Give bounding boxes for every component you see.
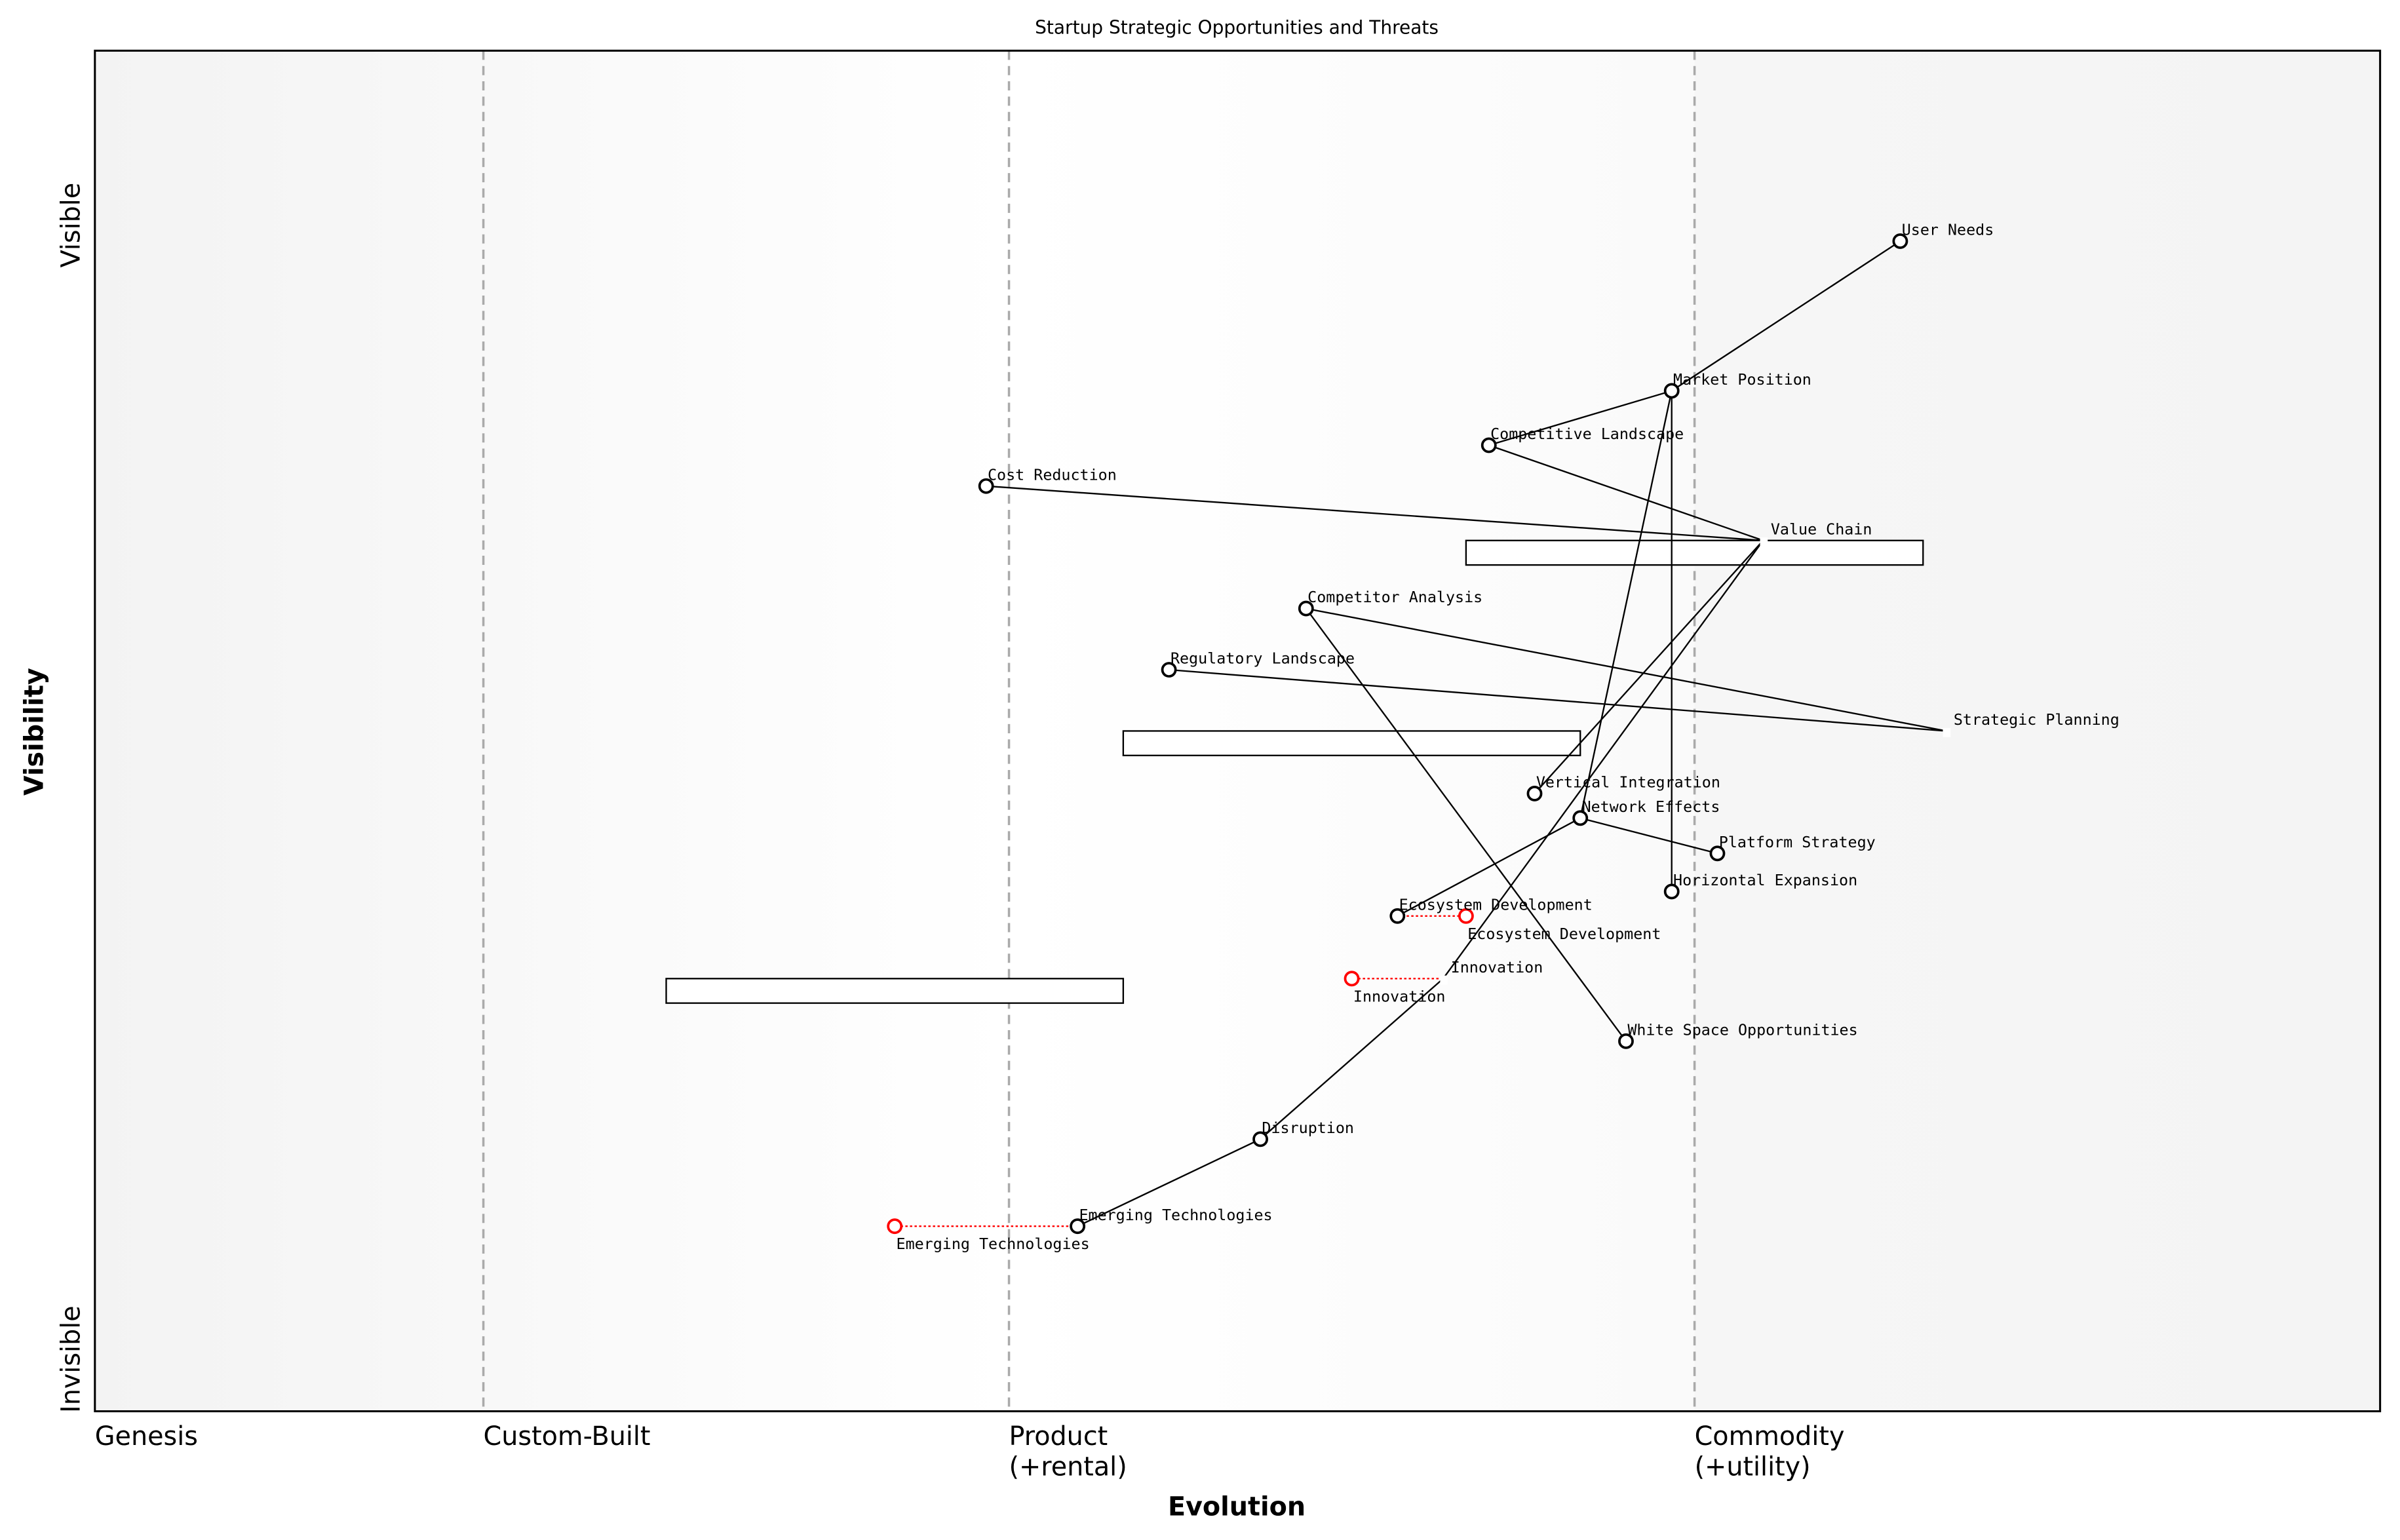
component-label: White Space Opportunities — [1627, 1020, 1857, 1039]
link-line — [1488, 390, 1673, 446]
stage-label: Product (+rental) — [1009, 1421, 1127, 1482]
component-marker — [1663, 883, 1680, 900]
link-line — [1260, 978, 1444, 1140]
x-axis-label: Evolution — [1168, 1492, 1306, 1522]
component-label: Market Position — [1673, 370, 1811, 389]
y-axis-label: Visibility — [19, 668, 49, 796]
component-marker — [1298, 600, 1314, 617]
component-label: Disruption — [1262, 1119, 1354, 1137]
component-label: User Needs — [1902, 221, 1994, 239]
link-line — [1169, 668, 1946, 732]
component-marker — [1070, 1218, 1086, 1235]
component-marker — [1161, 662, 1177, 678]
link-line — [1442, 540, 1764, 980]
component-label: Network Effects — [1582, 798, 1720, 816]
component-label: Innovation — [1451, 958, 1543, 976]
component-marker — [1389, 908, 1406, 924]
link-line — [1579, 817, 1718, 855]
evolved-component-marker — [887, 1218, 903, 1235]
component-marker — [1481, 437, 1497, 453]
component-marker — [1709, 845, 1726, 862]
evolved-component-label: Ecosystem Development — [1467, 925, 1661, 943]
component-label: Ecosystem Development — [1399, 895, 1593, 914]
pipeline-box — [1465, 539, 1924, 566]
stage-label: Custom-Built — [484, 1421, 651, 1452]
component-label: Competitive Landscape — [1490, 425, 1684, 443]
component-label: Cost Reduction — [988, 465, 1117, 484]
component-marker — [1663, 383, 1680, 399]
link-line — [1077, 1138, 1261, 1227]
component-marker — [1526, 786, 1543, 801]
evolved-component-marker — [1344, 971, 1360, 987]
evolved-component-label: Emerging Technologies — [897, 1235, 1090, 1253]
stage-label: Commodity (+utility) — [1695, 1421, 1845, 1482]
component-marker — [1572, 810, 1589, 826]
link-line — [1671, 241, 1901, 392]
component-marker — [978, 478, 994, 494]
link-line — [1305, 607, 1627, 1042]
y-end-invisible: Invisible — [56, 1305, 86, 1413]
component-marker — [1618, 1033, 1634, 1049]
link-line — [986, 485, 1764, 541]
component-label: Vertical Integration — [1536, 773, 1720, 792]
pipeline-box — [1122, 730, 1581, 756]
component-anchor-marker — [1440, 975, 1448, 985]
component-label: Emerging Technologies — [1079, 1206, 1272, 1224]
component-marker — [1892, 233, 1908, 249]
stage-label: Genesis — [95, 1421, 198, 1452]
evolved-component-marker — [1458, 908, 1474, 924]
plot-frame — [94, 49, 2382, 1413]
link-line — [1306, 607, 1946, 732]
component-marker — [1252, 1131, 1268, 1147]
component-label: Value Chain — [1771, 520, 1872, 538]
y-end-visible: Visible — [56, 183, 86, 268]
link-line — [1488, 444, 1764, 541]
component-label: Platform Strategy — [1719, 833, 1876, 851]
link-line — [1534, 539, 1764, 794]
component-label: Horizontal Expansion — [1673, 871, 1857, 889]
evolved-component-label: Innovation — [1353, 987, 1446, 1005]
component-label: Competitor Analysis — [1307, 588, 1482, 606]
link-line — [1397, 817, 1581, 917]
link-line — [1579, 391, 1673, 818]
component-label: Strategic Planning — [1954, 710, 2119, 729]
component-label: Regulatory Landscape — [1171, 649, 1355, 668]
component-anchor-marker — [1943, 727, 1951, 737]
chart-title: Startup Strategic Opportunities and Thre… — [1035, 17, 1439, 39]
component-anchor-marker — [1760, 537, 1768, 547]
pipeline-box — [665, 978, 1125, 1004]
